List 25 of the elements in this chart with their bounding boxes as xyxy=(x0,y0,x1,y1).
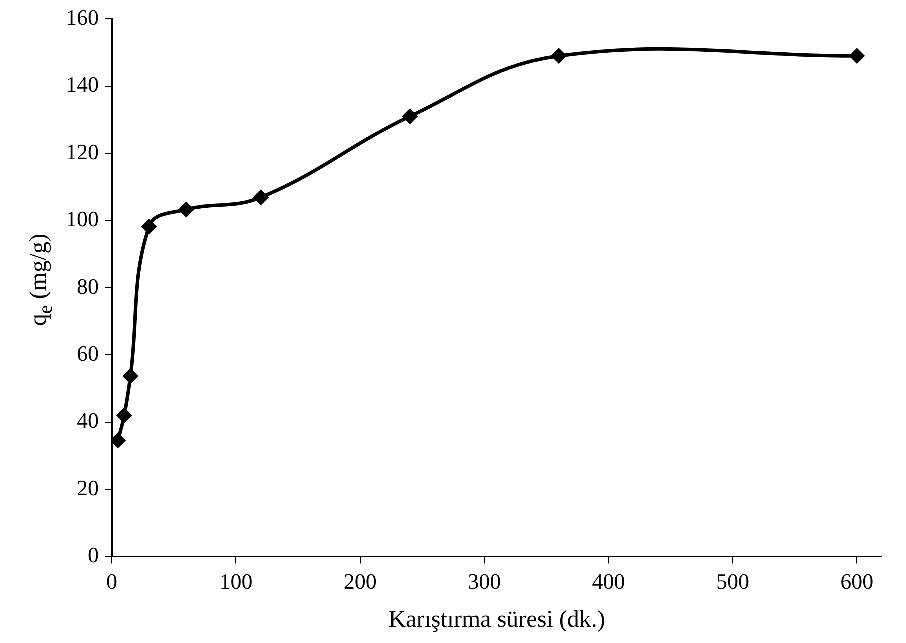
x-tick-label: 500 xyxy=(716,568,750,594)
point xyxy=(178,202,195,218)
point xyxy=(141,218,158,235)
y-tick-label: 0 xyxy=(88,542,99,568)
y-tick-label: 20 xyxy=(77,475,99,500)
point xyxy=(116,408,132,424)
y-tick-label: 120 xyxy=(66,139,99,164)
point xyxy=(402,108,418,125)
x-axis-title: Karıştırma süresi (dk.) xyxy=(388,606,606,633)
y-tick-label: 100 xyxy=(66,206,99,232)
point xyxy=(849,48,866,64)
y-tick-label: 160 xyxy=(66,4,99,30)
y-tick-label: 80 xyxy=(77,274,99,299)
x-tick-label: 200 xyxy=(344,568,377,594)
point xyxy=(253,190,270,206)
point xyxy=(122,368,139,384)
x-tick-label: 600 xyxy=(840,568,874,594)
x-tick-label: 0 xyxy=(106,568,118,594)
x-tick-label: 300 xyxy=(468,568,502,594)
x-tick-label: 400 xyxy=(592,568,626,594)
y-tick-label: 60 xyxy=(77,340,99,366)
x-tick-label: 100 xyxy=(220,568,253,594)
y-tick-label: 140 xyxy=(66,72,99,98)
point xyxy=(551,48,568,64)
y-tick-label: 40 xyxy=(77,408,99,434)
